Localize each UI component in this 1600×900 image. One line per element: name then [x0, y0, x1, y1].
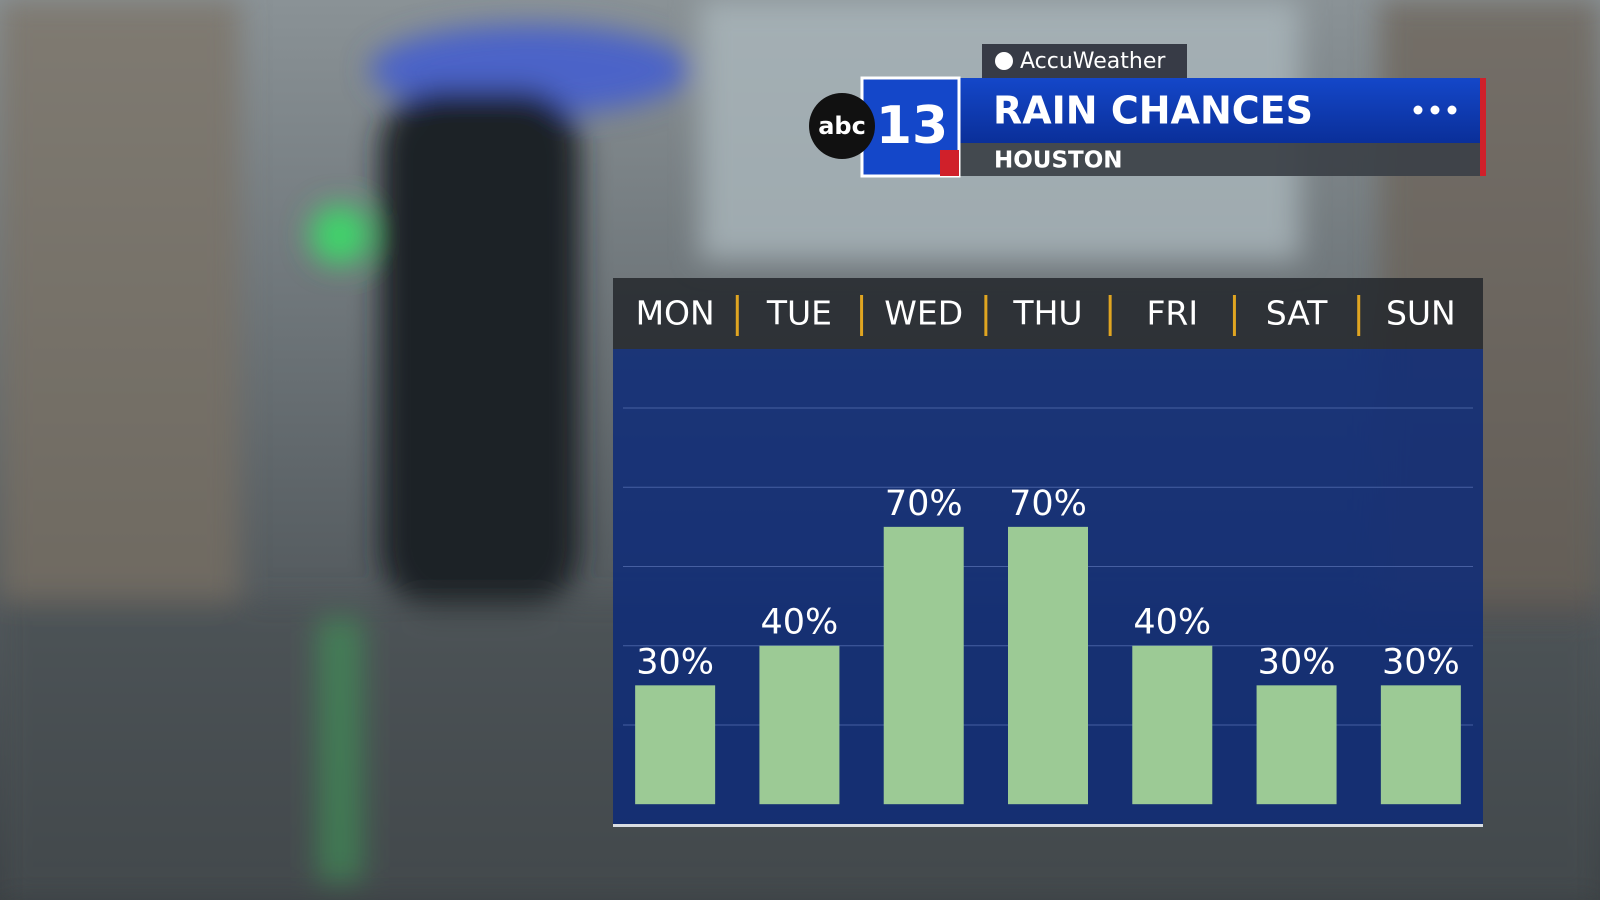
- value-label: 70%: [1009, 484, 1087, 524]
- day-label: TUE: [766, 294, 832, 333]
- bar: [1256, 685, 1337, 805]
- logo-channel: 13: [876, 96, 948, 156]
- value-label: 40%: [1133, 603, 1211, 643]
- menu-dot: [1413, 105, 1423, 115]
- menu-dot: [1447, 105, 1457, 115]
- bar: [635, 685, 716, 805]
- bar: [759, 645, 840, 805]
- day-label: WED: [884, 294, 963, 333]
- menu-dot: [1430, 105, 1440, 115]
- value-label: 70%: [885, 484, 963, 524]
- title-bar: [959, 78, 1483, 143]
- subtitle-bar: [959, 143, 1483, 176]
- brand-icon: [995, 52, 1013, 70]
- baseline: [613, 824, 1483, 827]
- value-label: 30%: [1258, 642, 1336, 682]
- accent-stripe: [1480, 78, 1486, 176]
- day-label: SAT: [1266, 294, 1329, 333]
- network-logo: [809, 93, 875, 159]
- bar: [883, 526, 964, 805]
- day-label: FRI: [1146, 294, 1198, 333]
- logo-accent: [940, 150, 959, 176]
- chart-subtitle: HOUSTON: [994, 148, 1123, 174]
- chart-title: RAIN CHANCES: [993, 89, 1313, 133]
- brand-tab: [982, 44, 1187, 78]
- station-header: AccuWeather 13 abc RAIN CHANCES HOUSTON: [809, 44, 1486, 178]
- value-label: 40%: [761, 603, 839, 643]
- value-label: 30%: [1382, 642, 1460, 682]
- brand: AccuWeather: [1020, 49, 1166, 74]
- day-label: MON: [636, 294, 715, 333]
- bar: [1132, 645, 1213, 805]
- day-header: [613, 278, 1483, 349]
- logo-network: abc: [818, 112, 866, 140]
- value-label: 30%: [636, 642, 714, 682]
- bar: [1008, 526, 1088, 805]
- day-label: SUN: [1386, 294, 1456, 333]
- chart: MON TUE WED THU FRI SAT SUN 30% 40% 70% 70% 40% 30% 3…: [623, 294, 1473, 805]
- bar: [1380, 685, 1461, 805]
- day-label: THU: [1012, 294, 1082, 333]
